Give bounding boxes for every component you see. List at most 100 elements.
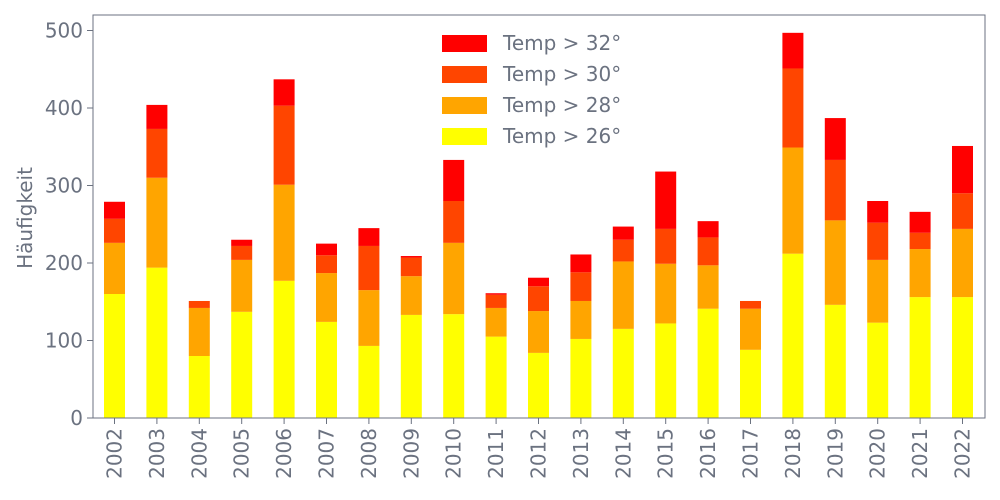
- y-tick-label: 200: [45, 251, 83, 275]
- legend-label: Temp > 30°: [502, 62, 621, 86]
- x-tick-label: 2011: [484, 428, 508, 479]
- bar-segment-2013-series-2: [570, 272, 592, 301]
- bar-segment-2022-series-2: [952, 193, 973, 229]
- x-tick-label: 2022: [951, 428, 975, 479]
- bar-segment-2003-series-1: [146, 177, 168, 268]
- bar-segment-2004-series-1: [188, 307, 210, 356]
- bars-layer: [104, 32, 973, 418]
- bar-segment-2007-series-1: [316, 273, 337, 322]
- y-axis-title: Häufigkeit: [13, 167, 37, 269]
- bar-segment-2005-series-2: [231, 245, 253, 260]
- bar-segment-2009-series-0: [400, 314, 422, 418]
- bar-segment-2019-series-0: [824, 304, 846, 418]
- x-tick-label: 2012: [527, 428, 551, 479]
- bar-segment-2019-series-2: [824, 159, 846, 221]
- x-tick-label: 2013: [569, 428, 593, 479]
- bar-segment-2014-series-0: [612, 328, 634, 418]
- bar-segment-2020-series-3: [867, 201, 889, 223]
- x-tick-label: 2019: [823, 428, 847, 479]
- bar-segment-2016-series-0: [697, 308, 719, 418]
- x-tick-label: 2017: [739, 428, 763, 479]
- bar-segment-2011-series-0: [485, 336, 507, 418]
- bar-segment-2011-series-1: [485, 307, 507, 337]
- y-tick-label: 500: [45, 19, 83, 43]
- bar-segment-2008-series-3: [358, 228, 380, 246]
- bar-segment-2009-series-1: [400, 276, 422, 315]
- bar-segment-2012-series-0: [528, 352, 549, 418]
- bar-segment-2015-series-1: [655, 263, 677, 324]
- bar-segment-2016-series-2: [697, 237, 719, 266]
- x-tick-label: 2009: [399, 428, 423, 479]
- x-tick-label: 2002: [103, 428, 127, 479]
- bar-segment-2018-series-3: [782, 32, 804, 69]
- bar-segment-2022-series-1: [952, 228, 973, 298]
- bar-segment-2014-series-2: [612, 239, 634, 262]
- legend-swatch: [442, 97, 487, 114]
- bar-segment-2012-series-1: [528, 311, 549, 353]
- bar-segment-2019-series-1: [824, 220, 846, 305]
- legend-label: Temp > 28°: [502, 93, 621, 117]
- bar-segment-2004-series-2: [188, 300, 210, 308]
- bar-segment-2004-series-0: [188, 356, 210, 418]
- legend: Temp > 32° Temp > 30° Temp > 28° Temp > 26°: [442, 31, 621, 148]
- bar-segment-2013-series-0: [570, 338, 592, 418]
- bar-segment-2003-series-2: [146, 128, 168, 178]
- x-tick-label: 2021: [908, 428, 932, 479]
- legend-label: Temp > 32°: [502, 31, 621, 55]
- bar-segment-2007-series-0: [316, 321, 337, 418]
- bar-segment-2002-series-0: [104, 294, 125, 418]
- bar-segment-2005-series-0: [231, 311, 253, 418]
- y-tick-label: 400: [45, 96, 83, 120]
- bar-segment-2011-series-2: [485, 294, 507, 308]
- bar-segment-2020-series-1: [867, 259, 889, 323]
- bar-segment-2014-series-1: [612, 261, 634, 329]
- bar-segment-2017-series-0: [740, 349, 761, 418]
- bar-segment-2015-series-2: [655, 228, 677, 264]
- y-tick-label: 100: [45, 329, 83, 353]
- bar-segment-2013-series-1: [570, 300, 592, 339]
- x-tick-label: 2006: [272, 428, 296, 479]
- bar-segment-2015-series-3: [655, 171, 677, 229]
- x-tick-label: 2016: [696, 428, 720, 479]
- bar-segment-2002-series-1: [104, 242, 125, 294]
- bar-segment-2016-series-1: [697, 265, 719, 309]
- bar-segment-2005-series-3: [231, 239, 253, 246]
- x-axis: 2002 2003 2004 2005 2006 2007 2008 2009 2010 2011…: [103, 418, 975, 479]
- legend-swatch: [442, 128, 487, 145]
- bar-segment-2006-series-0: [273, 280, 295, 418]
- x-tick-label: 2008: [357, 428, 381, 479]
- bar-segment-2008-series-1: [358, 290, 380, 346]
- x-tick-label: 2010: [442, 428, 466, 479]
- bar-segment-2018-series-1: [782, 147, 804, 254]
- bar-segment-2010-series-3: [443, 159, 465, 201]
- x-tick-label: 2005: [230, 428, 254, 479]
- bar-segment-2007-series-2: [316, 255, 337, 274]
- bar-segment-2012-series-3: [528, 277, 549, 287]
- bar-segment-2006-series-2: [273, 105, 295, 185]
- bar-segment-2006-series-1: [273, 184, 295, 281]
- bar-segment-2019-series-3: [824, 118, 846, 160]
- bar-segment-2021-series-1: [909, 249, 931, 298]
- bar-segment-2009-series-2: [400, 257, 422, 277]
- x-tick-label: 2004: [187, 428, 211, 479]
- bar-segment-2018-series-0: [782, 253, 804, 418]
- x-tick-label: 2014: [611, 428, 635, 479]
- bar-segment-2010-series-0: [443, 314, 465, 418]
- bar-segment-2022-series-3: [952, 145, 973, 194]
- bar-segment-2009-series-3: [400, 256, 422, 258]
- x-tick-label: 2018: [781, 428, 805, 479]
- bar-segment-2003-series-3: [146, 104, 168, 129]
- x-tick-label: 2003: [145, 428, 169, 479]
- bar-segment-2018-series-2: [782, 68, 804, 148]
- bar-segment-2003-series-0: [146, 267, 168, 418]
- bar-segment-2020-series-2: [867, 222, 889, 260]
- bar-segment-2002-series-3: [104, 201, 125, 219]
- bar-segment-2021-series-3: [909, 211, 931, 233]
- y-tick-label: 0: [70, 406, 83, 430]
- bar-segment-2017-series-2: [740, 300, 761, 309]
- legend-label: Temp > 26°: [502, 124, 621, 148]
- bar-segment-2005-series-1: [231, 259, 253, 312]
- bar-segment-2012-series-2: [528, 286, 549, 312]
- legend-swatch: [442, 35, 487, 52]
